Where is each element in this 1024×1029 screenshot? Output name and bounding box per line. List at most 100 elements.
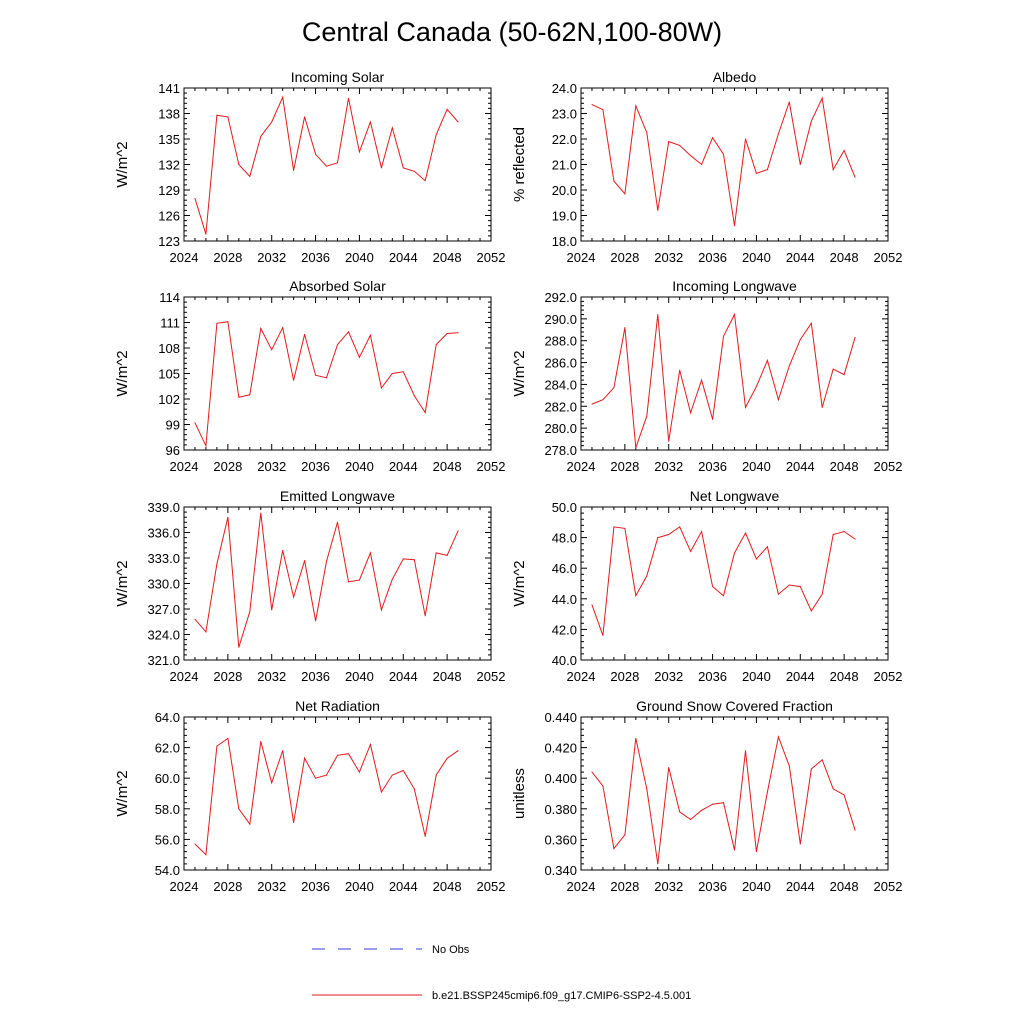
- data-point: [402, 558, 404, 560]
- y-tick-label: 321.0: [147, 653, 180, 668]
- data-point: [591, 403, 593, 405]
- data-point: [446, 757, 448, 759]
- data-point: [832, 169, 834, 171]
- data-point: [326, 377, 328, 379]
- y-axis-label: W/m^2: [511, 560, 528, 606]
- x-tick-label: 2048: [830, 459, 859, 474]
- data-point: [347, 581, 349, 583]
- x-tick-label: 2028: [213, 669, 242, 684]
- data-point: [315, 620, 317, 622]
- data-point: [821, 759, 823, 761]
- data-point: [391, 578, 393, 580]
- y-tick-label: 333.0: [147, 551, 180, 566]
- data-point: [238, 646, 240, 648]
- data-point: [369, 744, 371, 746]
- data-point: [832, 788, 834, 790]
- legend-label-no-obs: No Obs: [432, 944, 470, 956]
- data-point: [854, 336, 856, 338]
- y-tick-label: 42.0: [552, 622, 577, 637]
- data-point: [227, 321, 229, 323]
- data-point: [624, 193, 626, 195]
- data-point: [347, 753, 349, 755]
- series-line: [194, 737, 459, 856]
- x-tick-label: 2044: [786, 669, 815, 684]
- data-point: [668, 141, 670, 143]
- x-tick-label: 2032: [257, 879, 286, 894]
- data-point: [271, 121, 273, 123]
- data-point: [402, 770, 404, 772]
- x-tick-label: 2040: [345, 459, 374, 474]
- data-point: [832, 534, 834, 536]
- data-point: [380, 167, 382, 169]
- x-tick-label: 2048: [433, 459, 462, 474]
- y-tick-label: 0.380: [544, 802, 577, 817]
- data-point: [293, 379, 295, 381]
- data-point: [734, 552, 735, 554]
- legend: No Obs b.e21.BSSP245cmip6.f09_g17.CMIP6-…: [312, 944, 691, 1002]
- data-point: [315, 374, 317, 376]
- data-point: [205, 631, 207, 633]
- y-tick-label: 111: [160, 316, 180, 331]
- y-tick-label: 129: [158, 183, 180, 198]
- data-point: [679, 811, 681, 813]
- x-tick-label: 2048: [830, 669, 859, 684]
- y-tick-label: 99: [166, 418, 180, 433]
- y-tick-label: 108: [158, 341, 180, 356]
- x-tick-label: 2040: [742, 250, 771, 265]
- data-point: [282, 96, 284, 98]
- x-tick-label: 2048: [830, 879, 859, 894]
- data-point: [712, 803, 714, 805]
- x-tick-label: 2024: [567, 879, 596, 894]
- data-point: [723, 153, 725, 155]
- data-point: [380, 791, 382, 793]
- data-point: [369, 121, 371, 123]
- data-point: [810, 610, 812, 612]
- data-point: [424, 412, 426, 414]
- series-line: [194, 321, 459, 448]
- data-point: [766, 359, 768, 361]
- data-point: [657, 209, 659, 211]
- y-tick-label: 290.0: [544, 312, 577, 327]
- y-tick-label: 135: [158, 132, 180, 147]
- data-point: [435, 134, 437, 136]
- y-tick-label: 0.400: [544, 771, 577, 786]
- data-point: [413, 170, 415, 172]
- y-tick-label: 40.0: [552, 653, 577, 668]
- y-tick-label: 60.0: [155, 771, 180, 786]
- data-point: [788, 365, 790, 367]
- data-point: [380, 609, 382, 611]
- data-point: [701, 164, 703, 165]
- data-point: [347, 97, 349, 99]
- data-point: [260, 740, 262, 742]
- x-tick-label: 2028: [610, 250, 639, 265]
- plot-frame: [580, 506, 889, 661]
- data-point: [457, 530, 459, 532]
- data-point: [282, 327, 284, 329]
- chart-panel-4: Incoming Longwave W/m^2 2024 2028 2032 2036 20…: [511, 278, 902, 474]
- panel-title: Net Longwave: [690, 488, 780, 504]
- data-point: [271, 782, 273, 784]
- data-point: [216, 745, 218, 747]
- data-point: [624, 834, 626, 836]
- data-point: [238, 808, 240, 810]
- x-tick-label: 2032: [654, 459, 683, 474]
- data-point: [260, 327, 262, 329]
- data-point: [657, 537, 659, 539]
- y-tick-label: 114: [159, 290, 180, 305]
- data-point: [723, 335, 725, 337]
- data-point: [723, 802, 725, 804]
- data-point: [358, 151, 360, 153]
- panel-title: Incoming Longwave: [672, 278, 797, 294]
- data-point: [293, 169, 295, 171]
- data-point: [646, 575, 648, 577]
- x-tick-label: 2044: [389, 459, 418, 474]
- data-point: [602, 785, 604, 787]
- y-tick-label: 278.0: [544, 443, 577, 458]
- y-tick-label: 21.0: [552, 158, 577, 173]
- panel-title: Incoming Solar: [291, 69, 385, 85]
- y-tick-label: 123: [158, 234, 180, 249]
- data-point: [712, 137, 714, 139]
- y-tick-label: 288.0: [544, 334, 577, 349]
- data-point: [810, 768, 812, 770]
